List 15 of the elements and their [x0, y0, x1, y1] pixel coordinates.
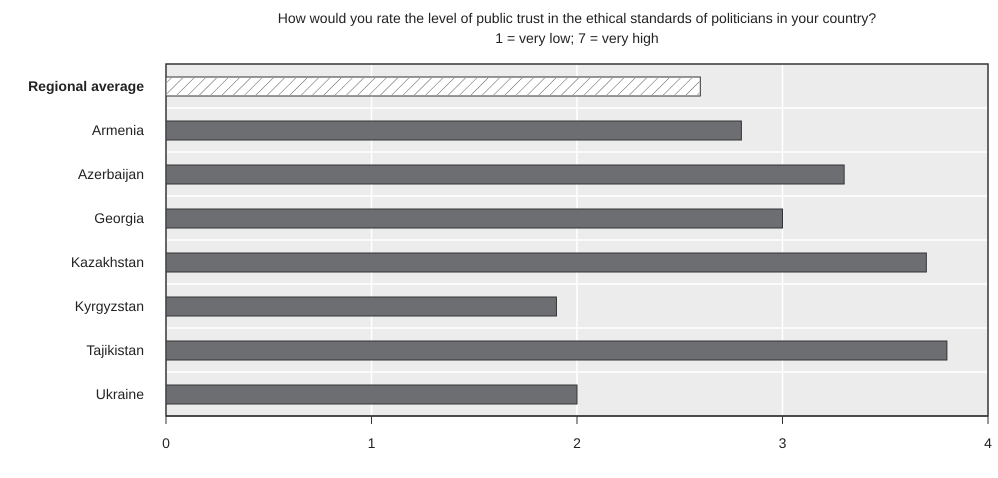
y-tick-label: Georgia — [94, 210, 144, 226]
x-tick-label: 2 — [573, 434, 582, 451]
x-tick-label: 1 — [368, 434, 376, 451]
x-tick-label: 4 — [984, 434, 992, 451]
y-tick-label: Regional average — [28, 78, 144, 94]
y-tick-label: Tajikistan — [86, 342, 144, 358]
y-tick-label: Armenia — [92, 122, 144, 138]
y-tick-label: Ukraine — [96, 386, 144, 402]
x-tick-label: 0 — [162, 434, 170, 451]
y-tick-label: Kyrgyzstan — [74, 298, 144, 314]
x-tick-label: 3 — [778, 434, 787, 451]
chart-title: How would you rate the level of public trust in the ethical standards of politicians in your country? — [276, 9, 878, 28]
y-tick-label: Azerbaijan — [78, 166, 144, 182]
y-tick-label: Kazakhstan — [70, 254, 144, 270]
chart-subtitle: 1 = very low; 7 = very high — [494, 29, 660, 48]
